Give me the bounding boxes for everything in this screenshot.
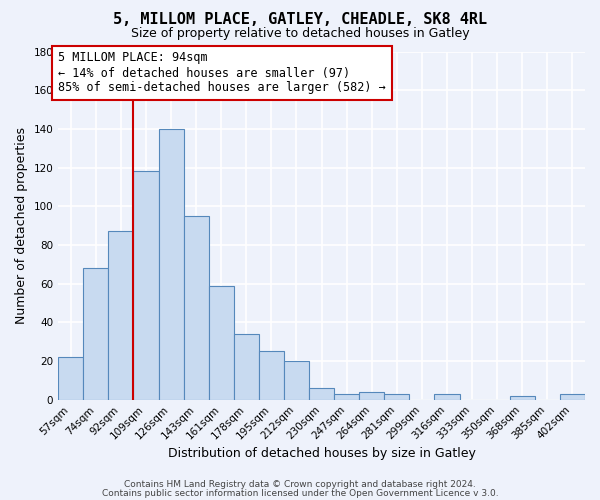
Text: Contains HM Land Registry data © Crown copyright and database right 2024.: Contains HM Land Registry data © Crown c…	[124, 480, 476, 489]
Bar	[58, 357, 83, 400]
Bar	[83, 268, 109, 400]
X-axis label: Distribution of detached houses by size in Gatley: Distribution of detached houses by size …	[167, 447, 476, 460]
Bar	[284, 361, 309, 400]
Bar	[133, 172, 158, 400]
Y-axis label: Number of detached properties: Number of detached properties	[15, 127, 28, 324]
Bar	[158, 129, 184, 400]
Bar	[309, 388, 334, 400]
Bar	[209, 286, 234, 400]
Bar	[259, 352, 284, 400]
Bar	[184, 216, 209, 400]
Bar	[359, 392, 385, 400]
Bar	[385, 394, 409, 400]
Bar	[109, 232, 133, 400]
Bar	[434, 394, 460, 400]
Text: Size of property relative to detached houses in Gatley: Size of property relative to detached ho…	[131, 28, 469, 40]
Bar	[234, 334, 259, 400]
Bar	[510, 396, 535, 400]
Text: 5, MILLOM PLACE, GATLEY, CHEADLE, SK8 4RL: 5, MILLOM PLACE, GATLEY, CHEADLE, SK8 4R…	[113, 12, 487, 28]
Bar	[560, 394, 585, 400]
Bar	[334, 394, 359, 400]
Text: Contains public sector information licensed under the Open Government Licence v : Contains public sector information licen…	[101, 489, 499, 498]
Text: 5 MILLOM PLACE: 94sqm
← 14% of detached houses are smaller (97)
85% of semi-deta: 5 MILLOM PLACE: 94sqm ← 14% of detached …	[58, 52, 386, 94]
